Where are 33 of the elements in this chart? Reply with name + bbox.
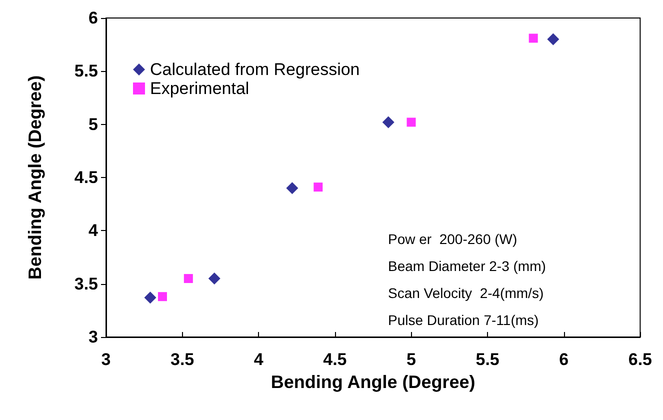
x-tick-label: 3.5 xyxy=(170,350,194,369)
x-axis-title: Bending Angle (Degree) xyxy=(270,372,476,392)
point xyxy=(184,274,193,284)
x-tick-label: 6 xyxy=(559,350,569,369)
point xyxy=(528,34,538,43)
y-tick-label: 3.5 xyxy=(74,274,98,294)
annotation: Pulse Duration 7-11(ms) xyxy=(388,312,539,328)
x-tick-label: 5.5 xyxy=(476,350,500,369)
x-tick-label: 4.5 xyxy=(323,350,347,369)
y-tick-label: 6 xyxy=(88,8,98,28)
y-axis-title: Bending Angle (Degree) xyxy=(25,75,45,280)
point xyxy=(144,292,156,304)
point xyxy=(547,33,560,46)
annotation: Scan Velocity 2-4(mm/s) xyxy=(388,285,544,301)
point xyxy=(314,182,323,192)
point xyxy=(286,182,298,194)
y-tick-label: 3 xyxy=(88,328,98,346)
y-tick-label: 4 xyxy=(88,221,99,240)
point xyxy=(406,118,416,127)
x-tick-label: 6.5 xyxy=(628,350,652,369)
y-tick-label: 5.5 xyxy=(74,62,98,81)
legend-label: Experimental xyxy=(150,79,250,98)
x-tick-label: 3 xyxy=(101,350,111,369)
annotation: Beam Diameter 2-3 (mm) xyxy=(388,258,546,274)
point xyxy=(208,272,220,285)
point xyxy=(382,116,394,128)
point xyxy=(158,292,167,302)
x-tick-label: 4 xyxy=(254,350,264,369)
x-tick-label: 5 xyxy=(406,350,416,369)
y-tick-label: 5 xyxy=(88,114,98,134)
legend-label: Calculated from Regression xyxy=(150,60,360,79)
annotation: Pow er 200-260 (W) xyxy=(388,231,518,247)
y-tick-label: 4.5 xyxy=(74,168,98,187)
